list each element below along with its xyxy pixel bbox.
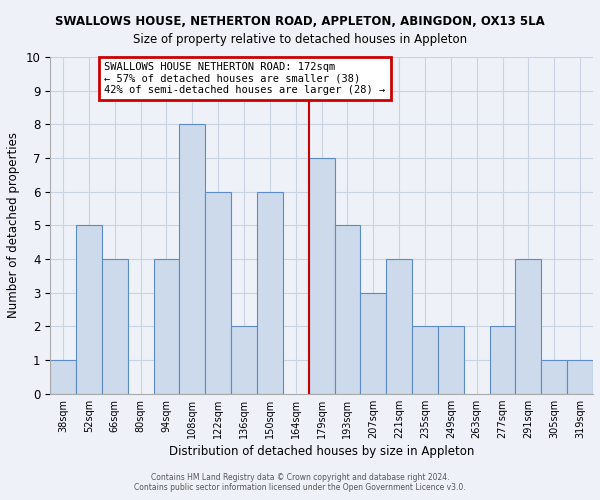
Bar — [308, 158, 335, 394]
Bar — [257, 192, 283, 394]
Text: Contains HM Land Registry data © Crown copyright and database right 2024.
Contai: Contains HM Land Registry data © Crown c… — [134, 473, 466, 492]
Bar — [231, 326, 257, 394]
Bar — [515, 259, 541, 394]
Bar — [490, 326, 515, 394]
Bar — [102, 259, 128, 394]
X-axis label: Distribution of detached houses by size in Appleton: Distribution of detached houses by size … — [169, 445, 474, 458]
Bar — [361, 292, 386, 394]
Text: Size of property relative to detached houses in Appleton: Size of property relative to detached ho… — [133, 32, 467, 46]
Bar — [76, 226, 102, 394]
Bar — [386, 259, 412, 394]
Bar — [438, 326, 464, 394]
Bar — [567, 360, 593, 394]
Bar — [412, 326, 438, 394]
Bar — [154, 259, 179, 394]
Bar — [541, 360, 567, 394]
Bar — [205, 192, 231, 394]
Text: SWALLOWS HOUSE, NETHERTON ROAD, APPLETON, ABINGDON, OX13 5LA: SWALLOWS HOUSE, NETHERTON ROAD, APPLETON… — [55, 15, 545, 28]
Bar — [50, 360, 76, 394]
Text: SWALLOWS HOUSE NETHERTON ROAD: 172sqm
← 57% of detached houses are smaller (38)
: SWALLOWS HOUSE NETHERTON ROAD: 172sqm ← … — [104, 62, 386, 95]
Y-axis label: Number of detached properties: Number of detached properties — [7, 132, 20, 318]
Bar — [335, 226, 361, 394]
Bar — [179, 124, 205, 394]
